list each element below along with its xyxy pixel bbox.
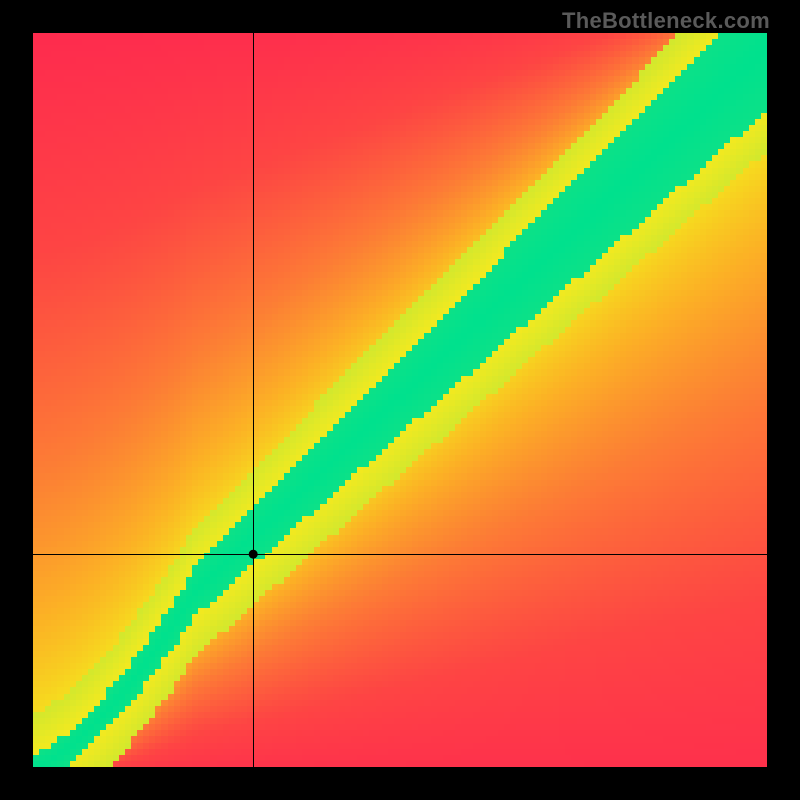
watermark-text: TheBottleneck.com <box>562 8 770 34</box>
bottleneck-heatmap <box>33 33 767 767</box>
figure-container: TheBottleneck.com <box>0 0 800 800</box>
